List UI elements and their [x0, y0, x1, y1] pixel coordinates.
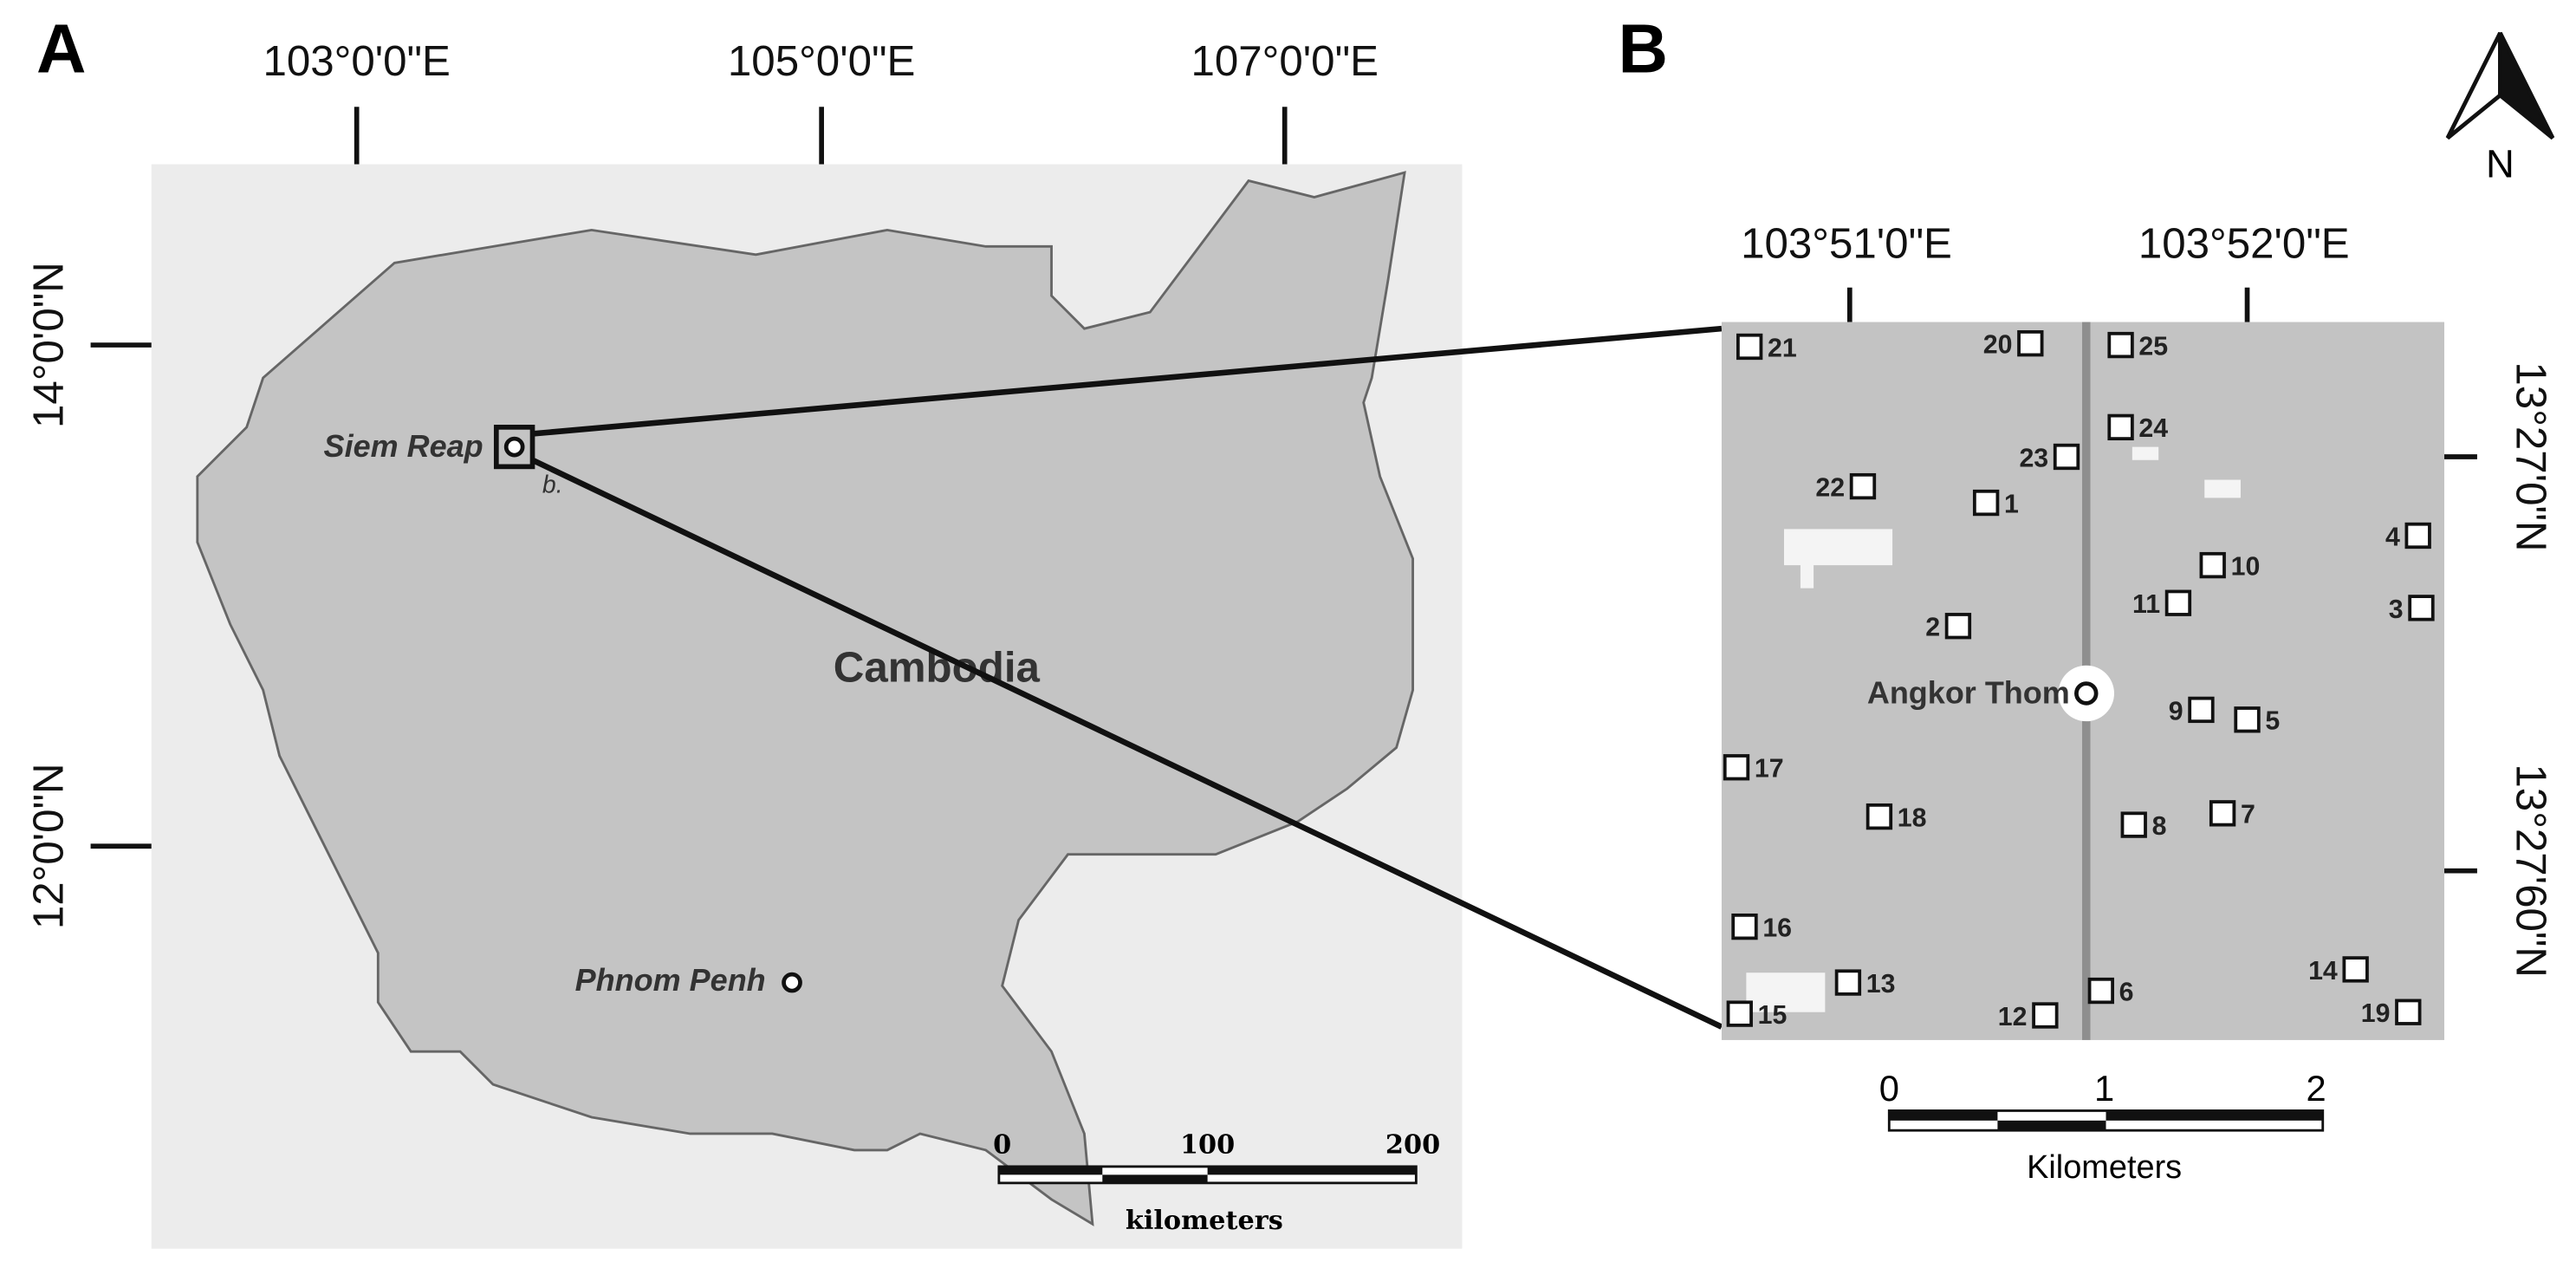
connector [531, 457, 1723, 1030]
site-label: 19 [2361, 999, 2391, 1028]
inset-box [493, 425, 535, 470]
site-marker [2404, 522, 2431, 550]
site-marker [1944, 613, 1972, 640]
scale-label: 1 [2094, 1068, 2114, 1109]
site-marker [2342, 956, 2369, 983]
lat-label: 12°0'0"N [24, 763, 72, 929]
site-marker [2395, 999, 2422, 1025]
site-label: 11 [2132, 590, 2160, 619]
site-marker [2408, 595, 2435, 621]
building [1800, 555, 1814, 589]
scale-bar [997, 1165, 1418, 1185]
site-marker [2107, 331, 2134, 359]
scale-label: 0 [993, 1130, 1011, 1161]
site-marker [2164, 589, 2192, 616]
site-marker [2199, 551, 2226, 579]
building [1783, 529, 1893, 566]
site-marker [1865, 803, 1893, 830]
lat-label: 13°27'60"N [2507, 764, 2554, 978]
connector [532, 325, 1723, 437]
site-label: 21 [1768, 334, 1797, 362]
site-marker [2053, 443, 2080, 471]
site-label: 16 [1762, 914, 1792, 943]
site-marker [1736, 333, 1763, 361]
site-marker [1723, 754, 1750, 781]
north-label: N [2486, 142, 2514, 186]
site-marker [2234, 706, 2261, 733]
place-label: Phnom Penh [575, 962, 766, 998]
site-marker [1731, 913, 1758, 940]
site-label: 17 [1755, 755, 1784, 784]
site-label: 6 [2119, 978, 2134, 1006]
site-marker [1834, 969, 1862, 996]
inset-marker: b. [542, 472, 563, 499]
building [2204, 479, 2241, 498]
center-marker [2074, 681, 2099, 706]
site-label: 14 [2308, 957, 2338, 986]
site-label: 5 [2265, 707, 2280, 736]
site-marker [2120, 811, 2147, 838]
site-label: 4 [2385, 523, 2400, 551]
scale-unit: Kilometers [2027, 1149, 2182, 1186]
site-marker [2107, 413, 2134, 441]
site-marker [2188, 696, 2215, 724]
scale-label: 200 [1385, 1130, 1440, 1161]
scale-bar [1887, 1109, 2325, 1132]
site-label: 3 [2389, 595, 2404, 624]
site-marker [2087, 977, 2114, 1005]
site-label: 12 [1998, 1003, 2028, 1031]
site-label: 20 [1983, 331, 2013, 360]
site-label: 13 [1866, 970, 1896, 999]
site-marker [1726, 1000, 1753, 1027]
site-marker [2209, 800, 2236, 827]
panel-label: B [1619, 10, 1669, 87]
city-marker [782, 972, 802, 993]
lon-label: 103°0'0"E [263, 37, 450, 85]
lat-label: 14°0'0"N [24, 262, 72, 428]
lat-label: 13°27'0"N [2507, 361, 2554, 551]
site-label: 9 [2169, 697, 2183, 725]
site-marker [2017, 330, 2044, 357]
place-label: Siem Reap [324, 428, 483, 464]
site-marker [1849, 472, 1877, 500]
site-label: 2 [1925, 614, 1940, 642]
site-label: 7 [2241, 801, 2255, 829]
lon-label: 103°51'0"E [1741, 220, 1952, 268]
scale-label: 2 [2307, 1068, 2326, 1109]
panel-label: A [36, 10, 87, 87]
lon-label: 107°0'0"E [1191, 37, 1378, 85]
scale-label: 0 [1879, 1068, 1899, 1109]
axis-ticks [1846, 287, 2477, 874]
site-marker [2032, 1002, 2059, 1029]
scale-label: 100 [1180, 1130, 1235, 1161]
scale-unit: kilometers [1126, 1206, 1283, 1236]
site-label: 8 [2152, 812, 2167, 841]
site-label: 24 [2138, 414, 2168, 443]
site-label: 22 [1815, 473, 1845, 502]
cambodia-shape [196, 171, 1414, 1226]
center-label: Angkor Thom [1867, 674, 2070, 710]
site-label: 18 [1898, 803, 1927, 832]
site-label: 23 [2019, 444, 2048, 472]
site-marker [1972, 489, 2000, 517]
building [2132, 446, 2159, 460]
site-label: 1 [2004, 490, 2019, 518]
city-marker [503, 436, 525, 458]
lon-label: 103°52'0"E [2138, 220, 2350, 268]
lon-label: 105°0'0"E [728, 37, 915, 85]
site-label: 10 [2231, 552, 2261, 581]
axis-ticks [90, 107, 1288, 849]
building [1746, 973, 1826, 1012]
site-label: 15 [1758, 1001, 1788, 1030]
north-arrow [2445, 31, 2555, 140]
site-label: 25 [2138, 332, 2168, 361]
